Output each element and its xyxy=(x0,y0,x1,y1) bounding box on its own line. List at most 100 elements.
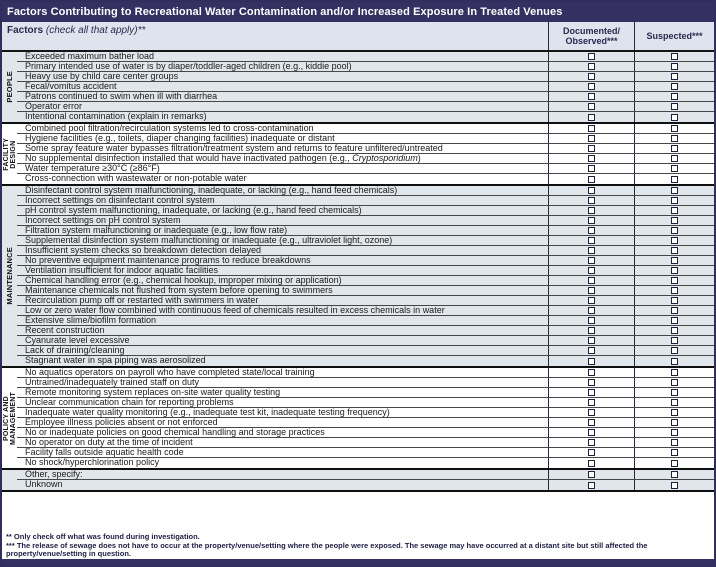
documented-checkbox[interactable] xyxy=(588,277,595,284)
documented-checkbox[interactable] xyxy=(588,389,595,396)
suspected-checkbox[interactable] xyxy=(671,187,678,194)
suspected-checkbox[interactable] xyxy=(671,73,678,80)
documented-checkbox[interactable] xyxy=(588,83,595,90)
documented-checkbox[interactable] xyxy=(588,217,595,224)
suspected-checkbox[interactable] xyxy=(671,227,678,234)
documented-checkbox[interactable] xyxy=(588,63,595,70)
suspected-checkbox[interactable] xyxy=(671,389,678,396)
suspected-checkbox[interactable] xyxy=(671,481,678,489)
suspected-checkbox[interactable] xyxy=(671,307,678,314)
section-rows: Combined pool filtration/recirculation s… xyxy=(17,124,714,184)
suspected-checkbox[interactable] xyxy=(671,439,678,446)
documented-checkbox[interactable] xyxy=(588,481,595,489)
documented-checkbox[interactable] xyxy=(588,357,595,365)
documented-checkbox[interactable] xyxy=(588,429,595,436)
documented-checkbox[interactable] xyxy=(588,317,595,324)
suspected-checkbox[interactable] xyxy=(671,357,678,365)
documented-checkbox[interactable] xyxy=(588,93,595,100)
documented-checkbox[interactable] xyxy=(588,175,595,183)
suspected-checkbox[interactable] xyxy=(671,287,678,294)
suspected-checkbox[interactable] xyxy=(671,449,678,456)
suspected-checkbox[interactable] xyxy=(671,197,678,204)
documented-checkbox[interactable] xyxy=(588,257,595,264)
suspected-checkbox[interactable] xyxy=(671,277,678,284)
documented-checkbox[interactable] xyxy=(588,103,595,110)
section-label: FACILITY DESIGN xyxy=(2,124,17,184)
documented-checkbox[interactable] xyxy=(588,337,595,344)
suspected-checkbox[interactable] xyxy=(671,103,678,110)
suspected-checkbox[interactable] xyxy=(671,347,678,354)
documented-checkbox[interactable] xyxy=(588,247,595,254)
suspected-checkbox[interactable] xyxy=(671,175,678,183)
documented-checkbox[interactable] xyxy=(588,227,595,234)
suspected-checkbox[interactable] xyxy=(671,399,678,406)
documented-checkbox[interactable] xyxy=(588,347,595,354)
section-label: POLICY AND MANAGEMENT xyxy=(2,368,17,468)
suspected-checkbox[interactable] xyxy=(671,409,678,416)
factor-row: No operator on duty at the time of incid… xyxy=(17,438,714,448)
documented-checkbox[interactable] xyxy=(588,145,595,152)
suspected-cell xyxy=(634,408,714,417)
documented-checkbox[interactable] xyxy=(588,73,595,80)
documented-checkbox[interactable] xyxy=(588,307,595,314)
suspected-checkbox[interactable] xyxy=(671,317,678,324)
documented-checkbox[interactable] xyxy=(588,187,595,194)
suspected-checkbox[interactable] xyxy=(671,297,678,304)
suspected-checkbox[interactable] xyxy=(671,207,678,214)
documented-checkbox[interactable] xyxy=(588,369,595,376)
documented-checkbox[interactable] xyxy=(588,379,595,386)
suspected-checkbox[interactable] xyxy=(671,379,678,386)
documented-checkbox[interactable] xyxy=(588,409,595,416)
suspected-checkbox[interactable] xyxy=(671,113,678,121)
suspected-checkbox[interactable] xyxy=(671,135,678,142)
factor-label: Unclear communication chain for reportin… xyxy=(25,397,234,407)
footnote-sewage: *** The release of sewage does not have … xyxy=(6,540,648,558)
documented-checkbox[interactable] xyxy=(588,165,595,172)
suspected-checkbox[interactable] xyxy=(671,83,678,90)
documented-checkbox[interactable] xyxy=(588,207,595,214)
documented-checkbox[interactable] xyxy=(588,471,595,478)
suspected-checkbox[interactable] xyxy=(671,327,678,334)
documented-checkbox[interactable] xyxy=(588,327,595,334)
suspected-checkbox[interactable] xyxy=(671,125,678,132)
documented-checkbox[interactable] xyxy=(588,297,595,304)
documented-checkbox[interactable] xyxy=(588,53,595,60)
documented-checkbox[interactable] xyxy=(588,449,595,456)
suspected-checkbox[interactable] xyxy=(671,419,678,426)
suspected-checkbox[interactable] xyxy=(671,459,678,467)
section-rows: No aquatics operators on payroll who hav… xyxy=(17,368,714,468)
documented-checkbox[interactable] xyxy=(588,419,595,426)
suspected-checkbox[interactable] xyxy=(671,155,678,162)
factor-row: No preventive equipment maintenance prog… xyxy=(17,256,714,266)
documented-cell xyxy=(548,326,634,335)
documented-checkbox[interactable] xyxy=(588,113,595,121)
suspected-checkbox[interactable] xyxy=(671,237,678,244)
documented-checkbox[interactable] xyxy=(588,237,595,244)
suspected-checkbox[interactable] xyxy=(671,257,678,264)
suspected-checkbox[interactable] xyxy=(671,53,678,60)
documented-checkbox[interactable] xyxy=(588,287,595,294)
suspected-checkbox[interactable] xyxy=(671,63,678,70)
documented-checkbox[interactable] xyxy=(588,439,595,446)
suspected-checkbox[interactable] xyxy=(671,337,678,344)
suspected-checkbox[interactable] xyxy=(671,217,678,224)
documented-checkbox[interactable] xyxy=(588,155,595,162)
documented-checkbox[interactable] xyxy=(588,459,595,467)
documented-cell xyxy=(548,480,634,490)
suspected-checkbox[interactable] xyxy=(671,165,678,172)
suspected-checkbox[interactable] xyxy=(671,471,678,478)
documented-checkbox[interactable] xyxy=(588,267,595,274)
documented-checkbox[interactable] xyxy=(588,135,595,142)
documented-checkbox[interactable] xyxy=(588,125,595,132)
suspected-checkbox[interactable] xyxy=(671,93,678,100)
suspected-checkbox[interactable] xyxy=(671,429,678,436)
suspected-checkbox[interactable] xyxy=(671,145,678,152)
documented-cell xyxy=(548,458,634,468)
suspected-checkbox[interactable] xyxy=(671,369,678,376)
documented-cell xyxy=(548,206,634,215)
suspected-checkbox[interactable] xyxy=(671,247,678,254)
suspected-checkbox[interactable] xyxy=(671,267,678,274)
documented-checkbox[interactable] xyxy=(588,197,595,204)
documented-checkbox[interactable] xyxy=(588,399,595,406)
